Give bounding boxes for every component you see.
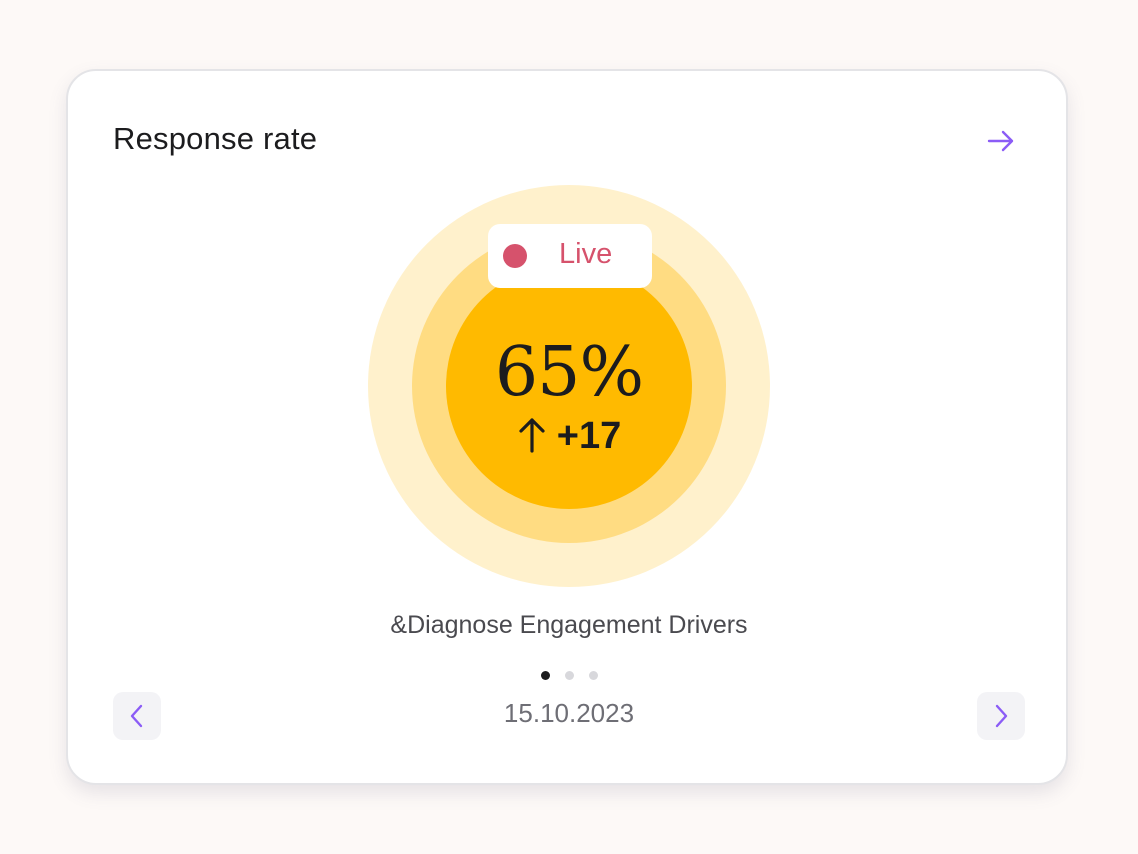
pagination-dot[interactable]	[589, 671, 598, 680]
current-date: 15.10.2023	[503, 698, 635, 728]
next-button[interactable]	[977, 692, 1025, 740]
arrow-up-icon	[519, 418, 545, 453]
response-rate-card: Response rate Live 65% +17 &Diagnose Eng…	[66, 69, 1068, 785]
arrow-right-icon	[987, 130, 1014, 152]
card-subtitle: &Diagnose Engagement Drivers	[390, 611, 748, 639]
response-rate-value: 65%	[494, 333, 644, 412]
pagination-dot-active[interactable]	[541, 671, 550, 680]
pagination-dot[interactable]	[565, 671, 574, 680]
pagination-dots	[541, 671, 601, 681]
open-details-button[interactable]	[985, 127, 1017, 155]
live-dot-icon	[503, 244, 527, 268]
live-badge: Live	[488, 224, 652, 288]
response-rate-delta: +17	[368, 415, 770, 458]
card-title: Response rate	[113, 121, 318, 156]
inner-ring	[446, 263, 692, 509]
chevron-right-icon	[995, 704, 1008, 728]
delta-value: +17	[556, 415, 622, 457]
live-label: Live	[559, 238, 613, 270]
previous-button[interactable]	[113, 692, 161, 740]
chevron-left-icon	[130, 704, 143, 728]
